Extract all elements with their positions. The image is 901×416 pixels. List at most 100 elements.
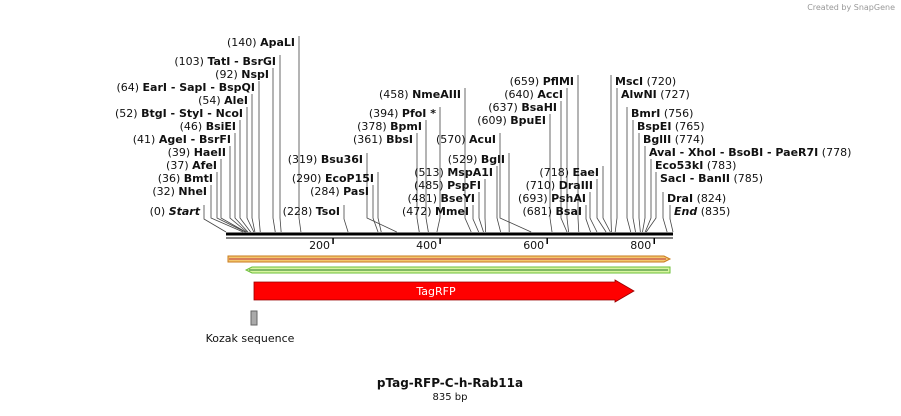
site-position: (718) bbox=[539, 166, 569, 179]
site-name: BmrI bbox=[631, 107, 660, 120]
site-connector bbox=[367, 153, 397, 232]
feature-label: TagRFP bbox=[415, 285, 456, 298]
site-position: (378) bbox=[357, 120, 387, 133]
site-name: AleI bbox=[224, 94, 248, 107]
site-connector bbox=[280, 55, 281, 232]
site-name: AgeI - BsrFI bbox=[159, 133, 231, 146]
ruler-label: 200 bbox=[309, 239, 330, 252]
site-position: (774) bbox=[675, 133, 705, 146]
site-position: (140) bbox=[227, 36, 257, 49]
site-label: MscI (720) bbox=[615, 75, 676, 88]
site-connector bbox=[259, 81, 260, 232]
site-name: PfoI * bbox=[402, 107, 436, 120]
site-label: (92) NspI bbox=[215, 68, 269, 81]
site-position: (785) bbox=[734, 172, 764, 185]
site-position: (284) bbox=[310, 185, 340, 198]
site-position: (36) bbox=[158, 172, 181, 185]
site-label: (54) AleI bbox=[198, 94, 248, 107]
site-name: BbsI bbox=[386, 133, 413, 146]
kozak-box bbox=[251, 311, 257, 325]
site-position: (756) bbox=[664, 107, 694, 120]
site-name: ApaLI bbox=[260, 36, 295, 49]
site-connector bbox=[473, 205, 479, 232]
site-connector bbox=[603, 166, 610, 232]
site-position: (319) bbox=[288, 153, 318, 166]
site-connector bbox=[615, 88, 617, 232]
site-name: AcuI bbox=[469, 133, 496, 146]
site-position: (485) bbox=[414, 179, 444, 192]
site-label: (394) PfoI * bbox=[369, 107, 436, 120]
site-name: TatI - BsrGI bbox=[207, 55, 276, 68]
site-connector bbox=[639, 133, 640, 232]
site-name: MmeI bbox=[435, 205, 469, 218]
site-name: BseYI bbox=[441, 192, 475, 205]
site-label: BglII (774) bbox=[643, 133, 704, 146]
site-position: (92) bbox=[215, 68, 238, 81]
site-position: (54) bbox=[198, 94, 221, 107]
site-name: EaeI bbox=[573, 166, 600, 179]
site-name: NheI bbox=[178, 185, 207, 198]
site-label: DraI (824) bbox=[667, 192, 726, 205]
site-name: TsoI bbox=[316, 205, 340, 218]
site-label: (319) Bsu36I bbox=[288, 153, 363, 166]
site-position: (681) bbox=[522, 205, 552, 218]
site-connector bbox=[204, 205, 226, 232]
credit: Created by SnapGene bbox=[807, 3, 895, 12]
site-position: (710) bbox=[526, 179, 556, 192]
site-label: (103) TatI - BsrGI bbox=[174, 55, 276, 68]
site-label: (64) EarI - SapI - BspQI bbox=[116, 81, 255, 94]
site-position: (609) bbox=[477, 114, 507, 127]
site-name: BspEI bbox=[637, 120, 671, 133]
site-name: BpmI bbox=[390, 120, 422, 133]
site-name: PspFI bbox=[447, 179, 481, 192]
ruler-label: 600 bbox=[523, 239, 544, 252]
site-connector bbox=[597, 179, 606, 232]
site-name: NmeAIII bbox=[412, 88, 461, 101]
site-position: (228) bbox=[283, 205, 313, 218]
site-name: BsiEI bbox=[206, 120, 236, 133]
feature-label: Kozak sequence bbox=[206, 332, 295, 345]
site-connector bbox=[235, 133, 248, 232]
site-label: AlwNI (727) bbox=[621, 88, 690, 101]
site-position: (693) bbox=[518, 192, 548, 205]
site-name: Bsu36I bbox=[321, 153, 363, 166]
site-position: (637) bbox=[488, 101, 518, 114]
site-label: (570) AcuI bbox=[436, 133, 496, 146]
site-label: (41) AgeI - BsrFI bbox=[133, 133, 231, 146]
site-label: (140) ApaLI bbox=[227, 36, 295, 49]
site-label: (529) BglI bbox=[448, 153, 505, 166]
features: TagRFP Kozak sequence bbox=[206, 256, 670, 345]
site-label: (485) PspFI bbox=[414, 179, 481, 192]
site-name: BpuEI bbox=[510, 114, 546, 127]
site-label: (32) NheI bbox=[152, 185, 207, 198]
ruler-label: 800 bbox=[630, 239, 651, 252]
site-name: AvaI - XhoI - BsoBI - PaeR7I bbox=[649, 146, 818, 159]
site-position: (37) bbox=[166, 159, 189, 172]
site-position: (458) bbox=[379, 88, 409, 101]
site-name: SacI - BanII bbox=[660, 172, 730, 185]
site-label: Eco53kI (783) bbox=[655, 159, 736, 172]
site-position: (472) bbox=[402, 205, 432, 218]
site-label: (640) AccI bbox=[504, 88, 563, 101]
site-name: NspI bbox=[241, 68, 269, 81]
site-connector bbox=[590, 192, 597, 232]
site-position: (727) bbox=[660, 88, 690, 101]
site-label: BspEI (765) bbox=[637, 120, 705, 133]
site-name: EarI - SapI - BspQI bbox=[143, 81, 255, 94]
ruler-label: 400 bbox=[416, 239, 437, 252]
site-position: (720) bbox=[647, 75, 677, 88]
site-position: (361) bbox=[353, 133, 383, 146]
site-name: MspA1I bbox=[447, 166, 493, 179]
site-label: (513) MspA1I bbox=[414, 166, 493, 179]
site-position: (481) bbox=[407, 192, 437, 205]
site-position: (783) bbox=[707, 159, 737, 172]
site-position: (513) bbox=[414, 166, 444, 179]
site-name: Start bbox=[169, 205, 201, 218]
site-name: Eco53kI bbox=[655, 159, 703, 172]
site-connector bbox=[670, 205, 673, 232]
site-label: (710) DraIII bbox=[526, 179, 593, 192]
site-label: (718) EaeI bbox=[539, 166, 599, 179]
site-position: (46) bbox=[180, 120, 203, 133]
site-label: (228) TsoI bbox=[283, 205, 340, 218]
